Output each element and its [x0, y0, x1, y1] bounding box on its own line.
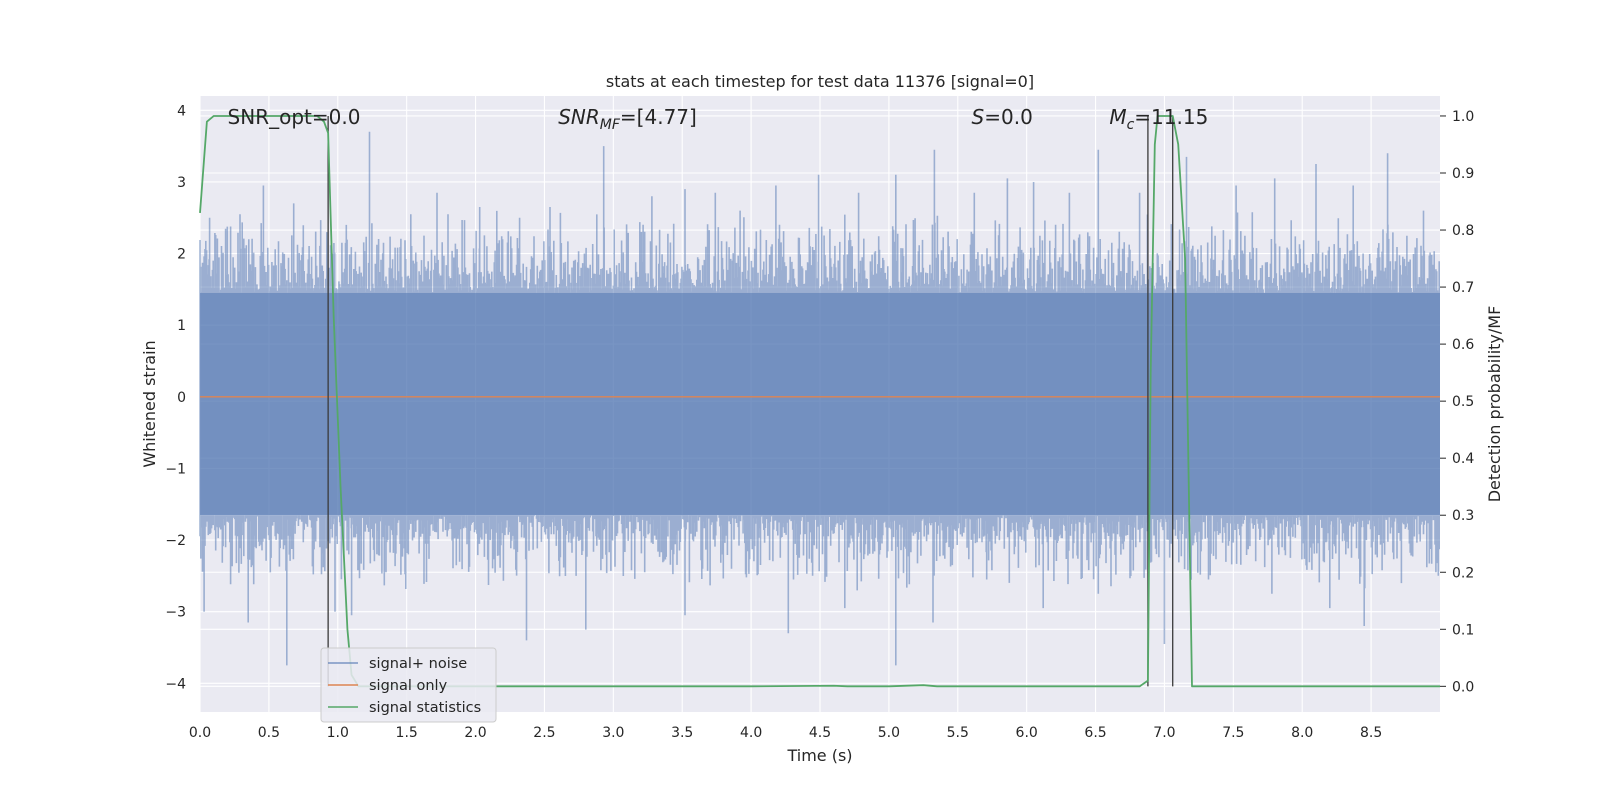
right-y-axis-ticks: 0.0 0.1 0.2 0.3 0.4 0.5 0.6 0.7 0.8 0.9 1.0: [1440, 109, 1474, 695]
y-axis-label-right: Detection probability/MF: [1485, 306, 1504, 503]
signal-statistics-series: [199, 115, 1440, 688]
y-right-tick-label: 0.2: [1452, 565, 1474, 581]
y-left-tick-label: 3: [177, 175, 186, 191]
legend-box: [320, 647, 497, 723]
legend-label-signal-noise: signal+ noise: [369, 656, 467, 672]
x-tick-label: 4.5: [809, 725, 831, 741]
y-axis-label-left: Whitened strain: [140, 340, 159, 467]
x-tick-label: 0.5: [258, 725, 280, 741]
x-tick-label: 6.0: [1016, 725, 1038, 741]
chart-title: stats at each timestep for test data 113…: [606, 72, 1034, 91]
x-tick-label: 0.0: [189, 725, 211, 741]
y-right-tick-label: 0.0: [1452, 679, 1474, 695]
y-right-tick-label: 0.7: [1452, 280, 1474, 296]
y-left-tick-label: −2: [165, 533, 186, 549]
x-tick-label: 2.5: [533, 725, 555, 741]
annotation-1: SNRMF=[4.77]: [558, 105, 697, 133]
y-right-tick-label: 0.4: [1452, 451, 1474, 467]
y-right-tick-label: 0.8: [1452, 223, 1474, 239]
y-right-tick-label: 0.1: [1452, 622, 1474, 638]
y-right-tick-label: 1.0: [1452, 109, 1474, 125]
x-tick-label: 5.0: [878, 725, 900, 741]
legend-label-signal-only: signal only: [369, 678, 448, 694]
noise-trace: [199, 131, 1440, 666]
y-right-tick-label: 0.3: [1452, 508, 1474, 524]
x-axis-ticks: 0.0 0.5 1.0 1.5 2.0 2.5 3.0 3.5 4.0 4.5 5.0 5.5 6.0 6…: [189, 725, 1382, 741]
y-right-tick-label: 0.9: [1452, 166, 1474, 182]
x-tick-label: 4.0: [740, 725, 762, 741]
y-left-tick-label: 0: [177, 390, 186, 406]
x-tick-label: 7.5: [1222, 725, 1244, 741]
x-tick-label: 2.0: [464, 725, 486, 741]
y-left-tick-label: 2: [177, 247, 186, 263]
x-tick-label: 7.0: [1153, 725, 1175, 741]
x-tick-label: 1.5: [396, 725, 418, 741]
signal-statistics-line: [199, 115, 1440, 688]
x-axis-label: Time (s): [786, 746, 852, 765]
x-tick-label: 5.5: [947, 725, 969, 741]
left-y-axis-ticks: −4 −3 −2 −1 0 1 2 3 4: [165, 103, 186, 692]
x-tick-label: 3.5: [671, 725, 693, 741]
x-tick-label: 8.0: [1291, 725, 1313, 741]
x-tick-label: 1.0: [327, 725, 349, 741]
x-tick-label: 3.0: [602, 725, 624, 741]
annotation-2: S=0.0: [972, 105, 1033, 129]
annotation-3: Mc=11.15: [1109, 105, 1208, 133]
x-tick-label: 8.5: [1360, 725, 1382, 741]
y-left-tick-label: 4: [177, 103, 186, 119]
y-left-tick-label: −4: [165, 676, 186, 692]
y-right-tick-label: 0.5: [1452, 394, 1474, 410]
y-left-tick-label: 1: [177, 318, 186, 334]
legend-label-signal-statistics: signal statistics: [369, 700, 481, 716]
x-tick-label: 6.5: [1084, 725, 1106, 741]
annotation-0: SNR_opt=0.0: [228, 105, 361, 129]
stat-annotations: SNR_opt=0.0 SNRMF=[4.77] S=0.0 Mc=11.15: [228, 105, 1209, 133]
y-left-tick-label: −1: [165, 461, 186, 477]
legend: signal+ noise signal only signal statist…: [320, 647, 497, 723]
y-right-tick-label: 0.6: [1452, 337, 1474, 353]
signal-noise-series: [199, 131, 1440, 666]
y-left-tick-label: −3: [165, 605, 186, 621]
